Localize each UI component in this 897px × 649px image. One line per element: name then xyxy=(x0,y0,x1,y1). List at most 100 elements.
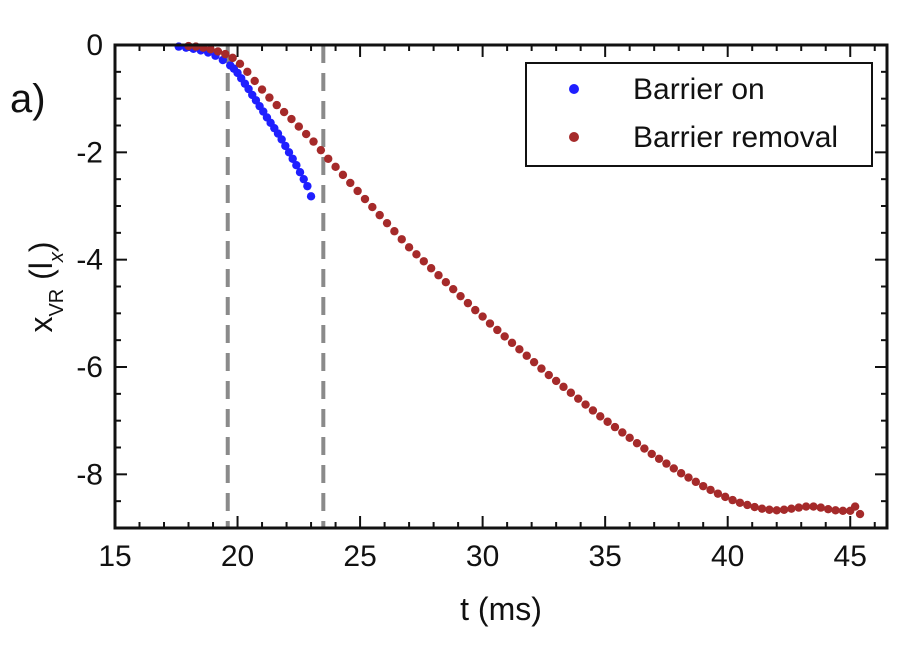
data-point-barrier-removal xyxy=(449,284,458,294)
data-point-barrier-removal xyxy=(309,137,318,146)
data-point-barrier-removal xyxy=(698,481,708,491)
data-point-barrier-removal xyxy=(603,417,612,426)
plot-area: 15 20 25 30 35 40 45 0 -2 -4 -6 -8 xyxy=(76,29,889,573)
data-point-barrier-removal xyxy=(265,93,274,102)
data-point-barrier-removal xyxy=(625,433,634,443)
data-point-barrier-removal xyxy=(463,298,473,308)
data-point-barrier-removal xyxy=(750,502,759,512)
data-point-barrier-removal xyxy=(235,59,245,68)
data-point-barrier-removal xyxy=(390,227,399,236)
data-point-barrier-removal xyxy=(632,439,642,448)
x-tick-label: 35 xyxy=(588,540,621,573)
data-point-barrier-removal xyxy=(566,388,576,397)
data-point-barrier-removal xyxy=(765,505,774,514)
data-point-barrier-removal xyxy=(676,469,686,478)
x-tick-label: 40 xyxy=(711,540,744,573)
data-point-barrier-removal xyxy=(434,271,443,280)
data-point-barrier-removal xyxy=(529,357,539,367)
data-point-barrier-removal xyxy=(228,53,237,63)
y-axis-title-subscript: VR xyxy=(46,289,68,317)
data-point-barrier-removal xyxy=(500,332,509,341)
y-axis-title: xVR (lx) xyxy=(23,241,68,332)
data-point-barrier-removal xyxy=(316,145,326,155)
svg-text:xVR (lx): xVR (lx) xyxy=(23,241,68,332)
data-point-barrier-removal xyxy=(757,504,767,513)
legend-marker-barrier-on xyxy=(569,84,579,94)
data-point-barrier-removal xyxy=(522,351,531,360)
data-point-barrier-removal xyxy=(368,202,377,212)
data-point-barrier-removal xyxy=(360,194,370,204)
plot-frame xyxy=(113,43,889,530)
data-point-barrier-removal xyxy=(713,489,723,498)
data-point-barrier-removal xyxy=(596,412,605,421)
x-tick-label: 15 xyxy=(98,540,131,573)
data-point-barrier-removal xyxy=(654,454,664,463)
data-point-barrier-removal xyxy=(412,250,421,259)
y-axis-title-unit-subscript: x xyxy=(46,251,68,263)
data-point-barrier-removal xyxy=(801,502,811,511)
data-point-barrier-removal xyxy=(706,485,715,495)
data-point-barrier-removal xyxy=(588,406,598,415)
y-tick-label: -4 xyxy=(76,244,103,277)
x-axis-title: t (ms) xyxy=(460,591,542,627)
x-tick-label: 30 xyxy=(466,540,499,573)
data-point-barrier-on xyxy=(306,192,316,201)
data-point-barrier-removal xyxy=(574,394,583,403)
data-point-barrier-removal xyxy=(855,509,865,519)
data-point-barrier-removal xyxy=(581,400,590,409)
data-point-barrier-on xyxy=(281,141,290,151)
data-point-barrier-removal xyxy=(728,495,737,505)
data-point-barrier-removal xyxy=(346,178,355,188)
data-point-barrier-removal xyxy=(471,305,480,315)
data-point-barrier-removal xyxy=(419,257,428,266)
data-point-barrier-removal xyxy=(838,506,848,516)
data-point-barrier-removal xyxy=(353,186,362,196)
data-point-barrier-removal xyxy=(426,264,436,273)
data-point-barrier-removal xyxy=(640,444,649,453)
data-point-barrier-on xyxy=(299,174,308,184)
data-point-barrier-removal xyxy=(515,345,524,354)
data-point-barrier-removal xyxy=(794,503,803,512)
data-point-barrier-removal xyxy=(544,370,553,380)
data-point-barrier-removal xyxy=(287,114,296,124)
x-tick-label: 45 xyxy=(834,540,867,573)
data-point-barrier-removal xyxy=(404,243,414,252)
data-point-barrier-removal xyxy=(669,464,678,473)
data-point-barrier-removal xyxy=(823,505,833,514)
x-tick-label: 20 xyxy=(221,540,254,573)
data-point-barrier-removal xyxy=(618,428,627,437)
data-point-barrier-removal xyxy=(456,291,465,301)
data-point-barrier-removal xyxy=(772,506,781,515)
data-point-barrier-removal xyxy=(507,338,517,348)
data-point-barrier-removal xyxy=(279,107,289,117)
legend-label-barrier-on: Barrier on xyxy=(633,73,765,106)
data-point-barrier-removal xyxy=(294,122,304,131)
y-axis-title-unit-prefix: (l xyxy=(23,262,59,289)
data-point-barrier-removal xyxy=(272,100,281,110)
y-tick-label: -8 xyxy=(76,458,103,491)
data-point-barrier-on xyxy=(288,154,297,163)
data-point-barrier-removal xyxy=(382,218,392,228)
data-point-barrier-removal xyxy=(779,505,789,514)
data-point-barrier-removal xyxy=(257,85,267,94)
data-point-barrier-removal xyxy=(850,502,860,511)
y-tick-label: -6 xyxy=(76,351,103,384)
data-point-barrier-removal xyxy=(551,376,561,386)
data-point-barrier-removal xyxy=(647,449,656,459)
data-point-barrier-on xyxy=(295,167,305,177)
y-axis-title-main: x xyxy=(23,317,59,333)
legend: Barrier on Barrier removal xyxy=(525,62,873,167)
legend-label-barrier-removal: Barrier removal xyxy=(633,121,838,154)
data-point-barrier-removal xyxy=(537,364,546,373)
data-point-barrier-removal xyxy=(831,506,840,515)
data-point-barrier-removal xyxy=(221,49,230,59)
data-point-barrier-removal xyxy=(397,235,406,244)
data-point-barrier-removal xyxy=(662,459,671,468)
x-tick-label: 25 xyxy=(343,540,376,573)
legend-box xyxy=(525,62,873,167)
y-axis-title-unit-suffix: ) xyxy=(23,241,59,252)
data-point-barrier-removal xyxy=(559,382,568,392)
data-point-barrier-removal xyxy=(243,67,252,77)
data-point-barrier-removal xyxy=(301,129,311,139)
